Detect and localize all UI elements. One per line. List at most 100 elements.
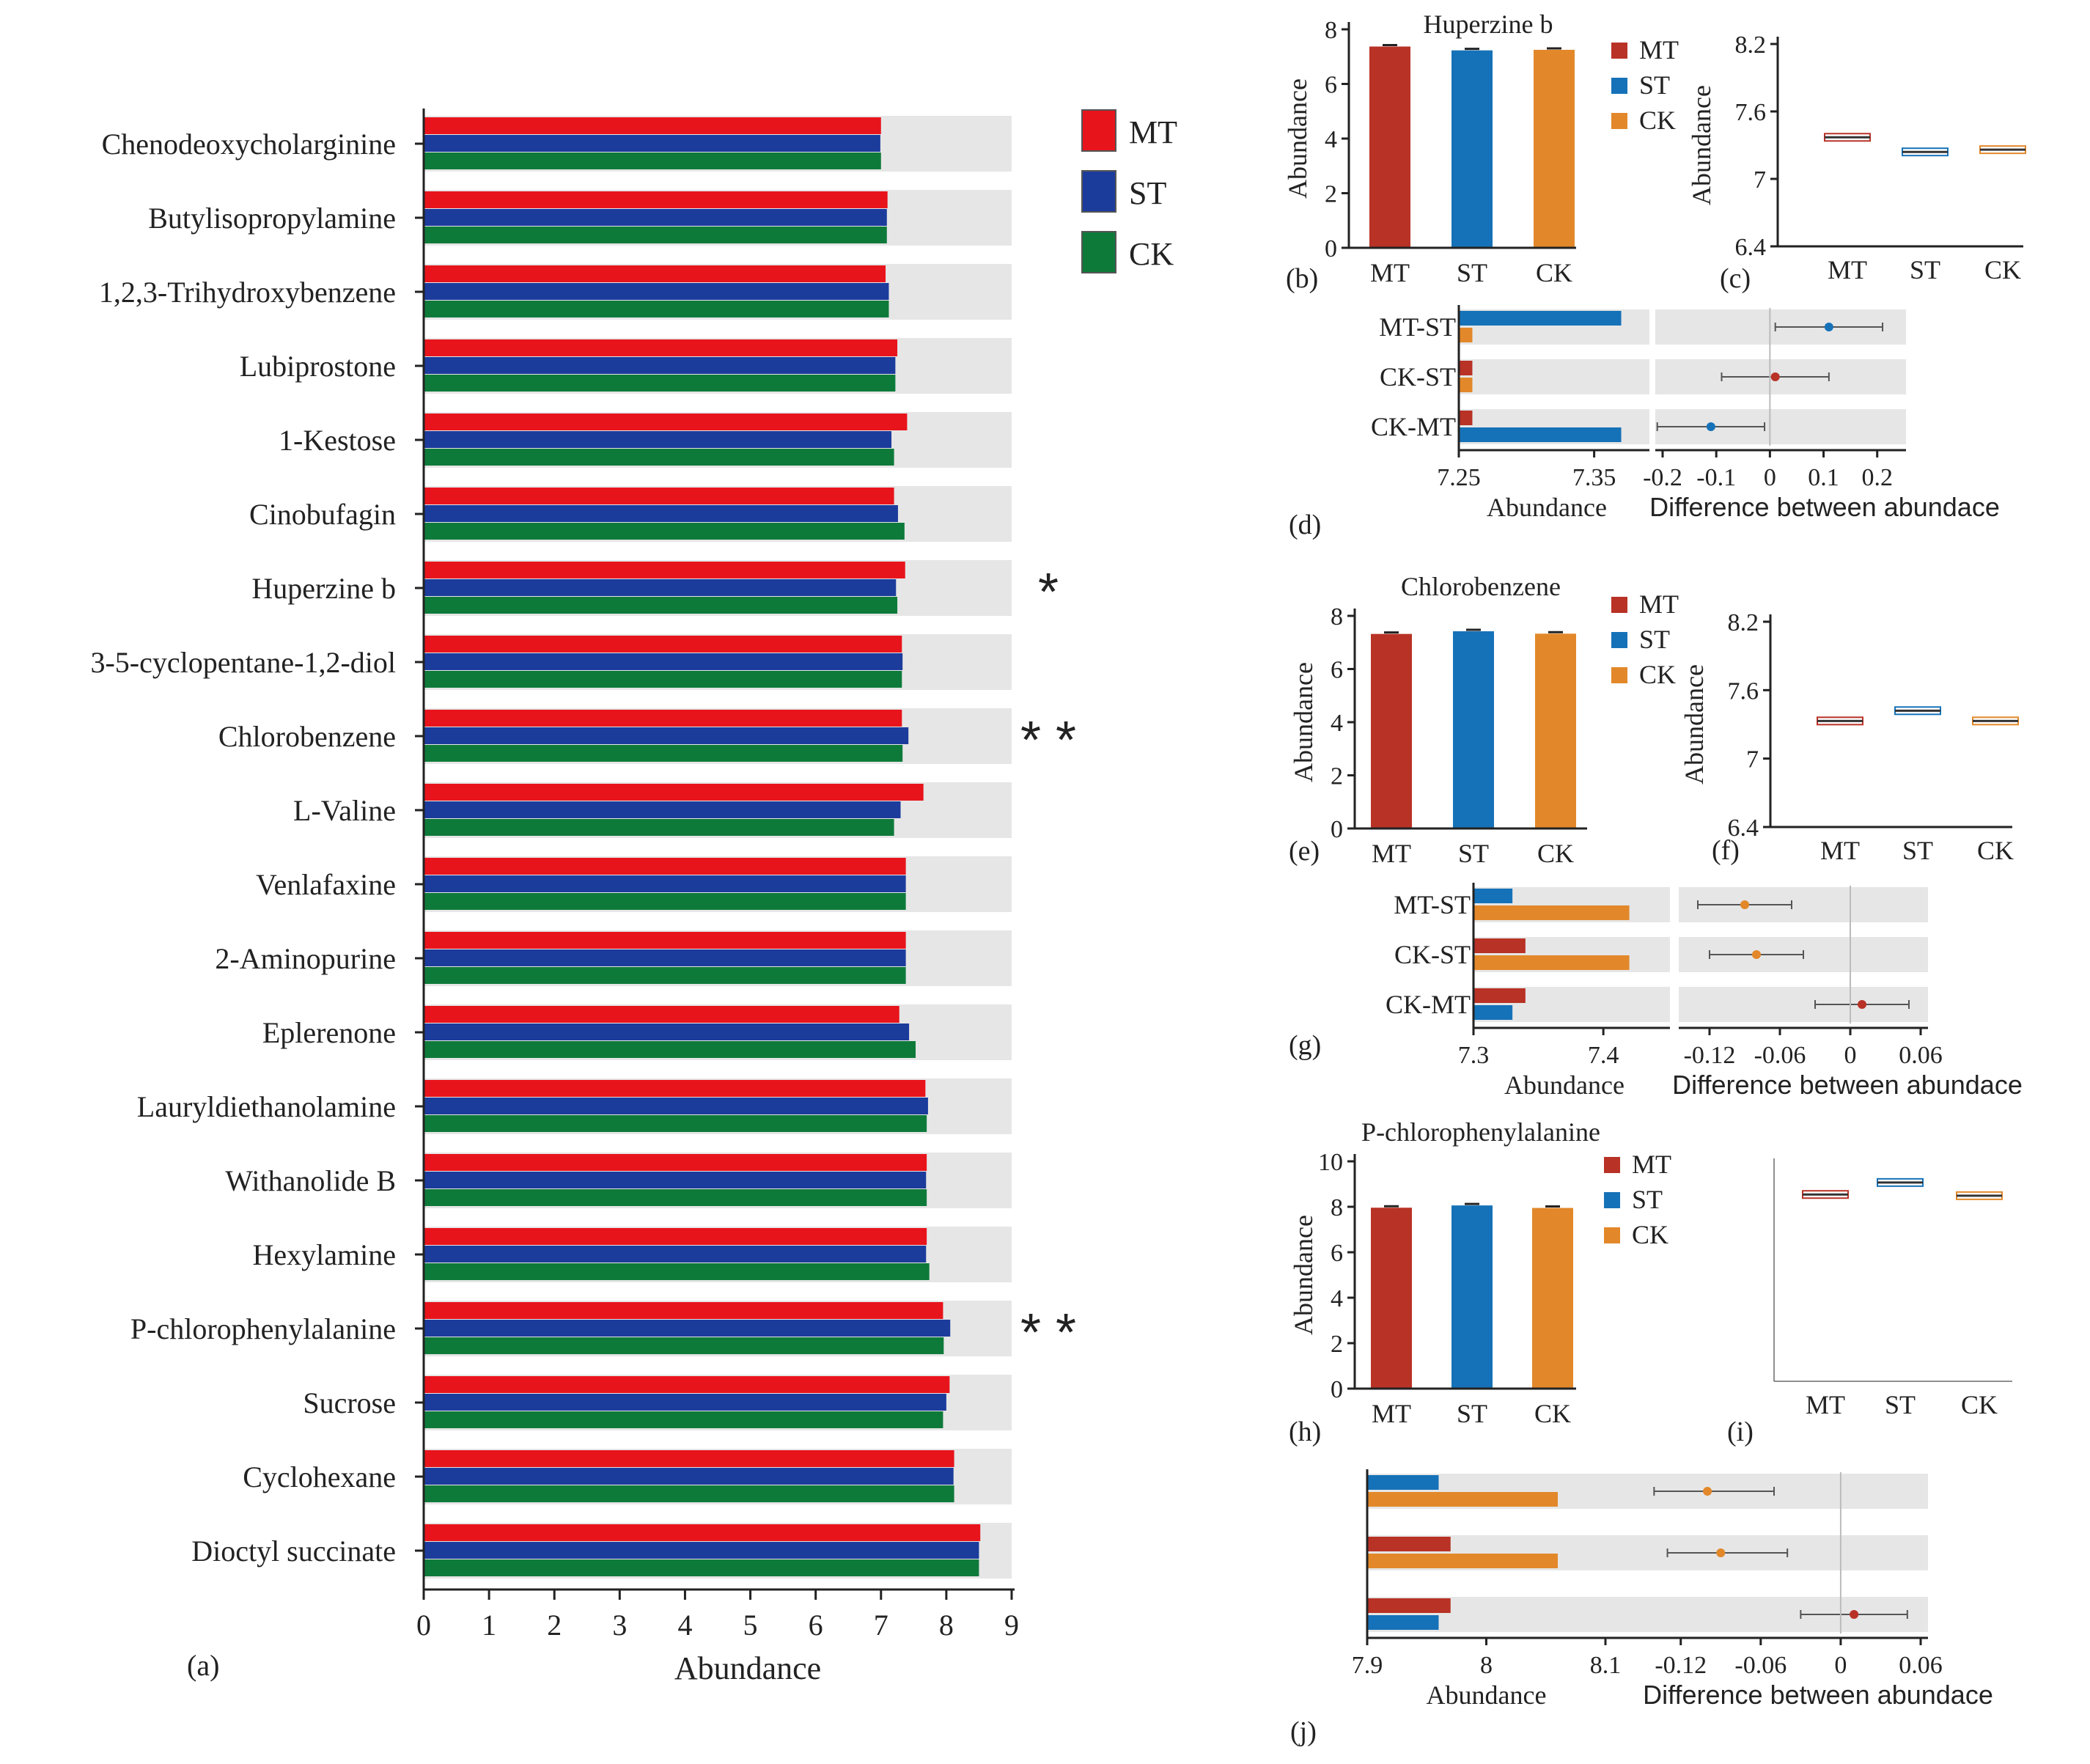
legend-label: MT	[1632, 1150, 1671, 1179]
diff-x-tick-label: 0	[1834, 1652, 1847, 1679]
panel-a-category-label: Withanolide B	[225, 1164, 396, 1197]
panel-a-legend-label: CK	[1129, 236, 1174, 272]
diff-x-tick-label: -0.06	[1734, 1652, 1787, 1679]
y-tick-label: 8.2	[1735, 32, 1767, 59]
panel-a-bar-mt	[424, 562, 905, 578]
panel-a-bar-mt	[424, 191, 888, 208]
bar-x-tick-label: 7.35	[1572, 464, 1616, 491]
x-tick-label: MT	[1806, 1390, 1845, 1419]
panel-a-bar-mt	[424, 710, 902, 727]
comparison-bar	[1473, 889, 1513, 903]
bar-x-axis-label: Abundance	[1504, 1070, 1624, 1100]
panel-a-bar-ck	[424, 375, 896, 392]
panel-a-category-label: 3-5-cyclopentane-1,2-diol	[90, 646, 396, 679]
diff-point	[1703, 1487, 1712, 1496]
x-tick-label: ST	[1910, 255, 1940, 284]
panel-a-legend-label: ST	[1129, 175, 1166, 211]
legend-swatch-st	[1611, 632, 1627, 648]
x-tick-label: MT	[1370, 258, 1410, 287]
panel-label: (c)	[1720, 263, 1751, 294]
legend-label: ST	[1632, 1185, 1663, 1214]
y-tick-label: 6	[1331, 1240, 1343, 1267]
bar-st	[1451, 1205, 1493, 1389]
panel-a-bar-st	[424, 653, 903, 670]
comparison-bar	[1459, 427, 1622, 442]
panel-a-category-label: Cinobufagin	[249, 498, 396, 531]
bar-mt	[1369, 46, 1410, 248]
legend-swatch-mt	[1611, 43, 1627, 59]
panel-a-bar-mt	[424, 265, 886, 282]
bar-x-axis-label: Abundance	[1427, 1680, 1547, 1710]
y-tick-label: 2	[1331, 1331, 1343, 1358]
panel-a-category-label: Chenodeoxycholarginine	[102, 128, 396, 161]
x-tick-label: ST	[1457, 1399, 1487, 1428]
panel-a-bar-ck	[424, 227, 887, 243]
panel-a-bar-mt	[424, 1080, 926, 1097]
panel-a-bar-mt	[424, 414, 908, 430]
panel-a-bar-st	[424, 949, 906, 966]
panel-a-category-label: Venlafaxine	[256, 868, 396, 901]
panel-a-x-tick-label: 5	[743, 1609, 758, 1642]
comparison-bar	[1367, 1615, 1439, 1630]
panel-a-bar-mt	[424, 1154, 927, 1171]
comparison-bar	[1473, 988, 1526, 1003]
panel-a-legend-label: MT	[1129, 114, 1177, 150]
diff-x-tick-label: -0.12	[1684, 1042, 1736, 1069]
panel-a-category-label: 1,2,3-Trihydroxybenzene	[99, 276, 396, 309]
x-tick-label: MT	[1820, 836, 1860, 865]
panel-a-bar-ck	[424, 1115, 927, 1132]
panel-a-bar-st	[424, 801, 901, 818]
diff-x-tick-label: 0	[1844, 1042, 1857, 1069]
panel-a-category-label: L-Valine	[293, 794, 396, 827]
x-tick-label: CK	[1984, 255, 2021, 284]
y-axis-label: Abundance	[1283, 78, 1312, 199]
diff-x-tick-label: -0.06	[1754, 1042, 1806, 1069]
panel-a-bar-mt	[424, 636, 902, 653]
bar-x-tick-label: 8	[1480, 1652, 1493, 1679]
panel-label: (j)	[1290, 1716, 1317, 1747]
diff-x-tick-label: 0.06	[1899, 1652, 1943, 1679]
comparison-label: CK-MT	[1371, 412, 1456, 441]
panel-a-bar-st	[424, 1468, 954, 1485]
y-tick-label: 4	[1331, 710, 1343, 737]
panel-a-category-label: Cyclohexane	[243, 1460, 396, 1493]
comparison-bar	[1367, 1537, 1451, 1551]
panel-a-bar-mt	[424, 858, 906, 875]
bar-x-axis-label: Abundance	[1487, 493, 1607, 522]
legend-swatch-mt	[1611, 597, 1627, 613]
x-tick-label: CK	[1961, 1390, 1998, 1419]
x-tick-label: ST	[1458, 839, 1489, 868]
panel-a-bar-st	[424, 1024, 910, 1040]
legend-label: MT	[1639, 35, 1679, 65]
panel-a-bar-ck	[424, 1263, 930, 1280]
diff-point	[1716, 1548, 1726, 1557]
panel-a-bar-st	[424, 505, 898, 522]
y-tick-label: 8	[1331, 1194, 1343, 1221]
comparison-bar	[1367, 1475, 1439, 1490]
y-tick-label: 7.6	[1728, 677, 1759, 705]
diff-x-tick-label: -0.12	[1655, 1652, 1707, 1679]
panel-1-title: Huperzine b	[1424, 10, 1553, 39]
legend-swatch-ck	[1611, 667, 1627, 683]
panel-a-bar-st	[424, 1246, 927, 1263]
diff-point	[1706, 422, 1715, 431]
comparison-label: MT-ST	[1394, 890, 1471, 919]
panel-a-category-label: Lubiprostone	[240, 350, 396, 383]
panel-a-category-label: P-chlorophenylalanine	[130, 1312, 396, 1345]
comparison-bar	[1459, 361, 1473, 375]
panel-a-label: (a)	[187, 1649, 219, 1682]
panel-a-bar-ck	[424, 819, 894, 836]
panel-a-bar-st	[424, 1172, 927, 1188]
diff-x-tick-label: -0.1	[1696, 464, 1736, 491]
panel-a-significance-mark: * *	[1020, 711, 1076, 770]
y-tick-label: 7	[1754, 166, 1766, 194]
x-tick-label: CK	[1536, 258, 1572, 287]
diff-point	[1824, 323, 1833, 331]
panel-a-bar-mt	[424, 1006, 899, 1023]
panel-a-bar-st	[424, 431, 892, 448]
panel-a-bar-st	[424, 357, 896, 374]
panel-a-x-tick-label: 3	[612, 1609, 627, 1642]
panel-a-bar-mt	[424, 784, 924, 801]
panel-a-bar-mt	[424, 1376, 950, 1393]
panel-a-category-label: 1-Kestose	[279, 424, 396, 457]
